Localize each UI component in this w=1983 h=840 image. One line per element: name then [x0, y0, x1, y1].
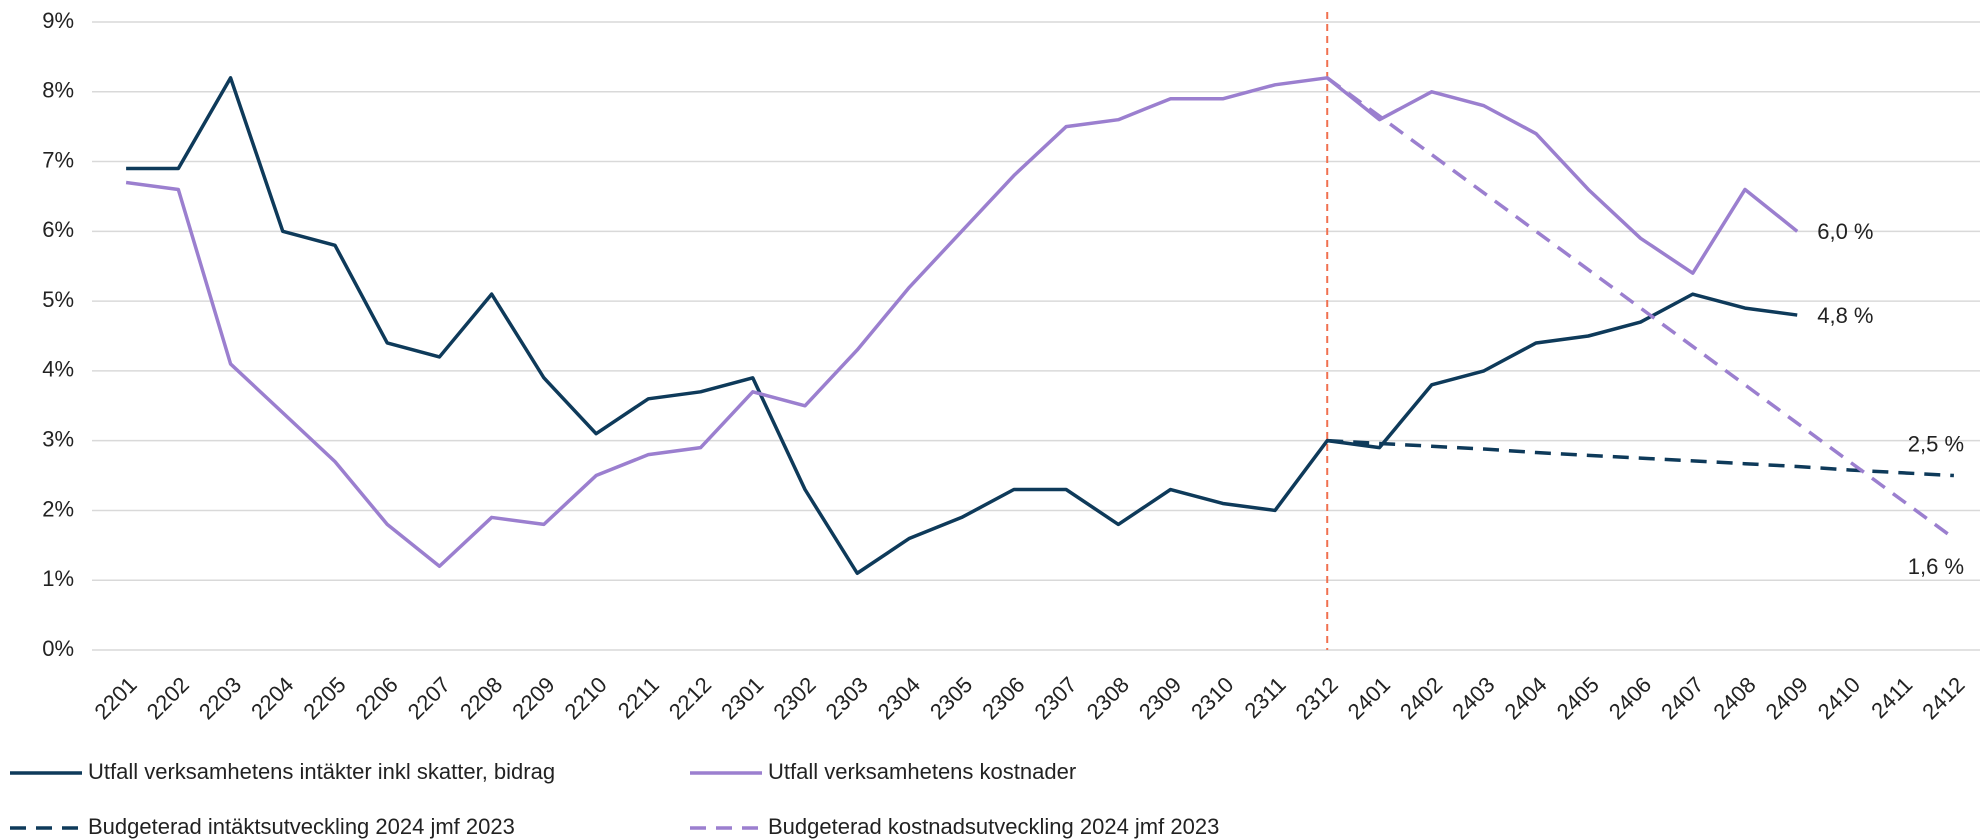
- x-tick-label: 2208: [455, 672, 507, 724]
- legend-label: Budgeterad kostnadsutveckling 2024 jmf 2…: [768, 814, 1219, 839]
- x-tick-label: 2410: [1813, 672, 1865, 724]
- x-tick-label: 2206: [351, 672, 403, 724]
- x-tick-label: 2202: [142, 672, 194, 724]
- x-tick-label: 2401: [1343, 672, 1395, 724]
- x-tick-label: 2408: [1708, 672, 1760, 724]
- x-tick-label: 2212: [664, 672, 716, 724]
- end-label: 4,8 %: [1817, 303, 1873, 328]
- legend-label: Utfall verksamhetens kostnader: [768, 759, 1076, 784]
- x-tick-label: 2310: [1186, 672, 1238, 724]
- x-tick-label: 2406: [1604, 672, 1656, 724]
- y-tick-label: 6%: [42, 217, 74, 242]
- x-tick-label: 2309: [1134, 672, 1186, 724]
- x-tick-label: 2412: [1917, 672, 1969, 724]
- y-tick-label: 3%: [42, 426, 74, 451]
- series-line: [125, 76, 1799, 569]
- x-tick-label: 2312: [1291, 672, 1343, 724]
- x-tick-label: 2407: [1656, 672, 1708, 724]
- x-tick-label: 2207: [403, 672, 455, 724]
- y-tick-label: 5%: [42, 287, 74, 312]
- x-tick-label: 2307: [1029, 672, 1081, 724]
- x-tick-label: 2303: [821, 672, 873, 724]
- y-tick-label: 9%: [42, 8, 74, 33]
- x-tick-label: 2402: [1395, 672, 1447, 724]
- end-label: 2,5 %: [1908, 431, 1964, 456]
- y-tick-label: 4%: [42, 357, 74, 382]
- x-tick-label: 2201: [89, 672, 141, 724]
- x-tick-label: 2203: [194, 672, 246, 724]
- x-tick-label: 2306: [977, 672, 1029, 724]
- x-tick-label: 2205: [298, 672, 350, 724]
- series-line: [126, 76, 1798, 575]
- x-tick-label: 2405: [1552, 672, 1604, 724]
- x-tick-label: 2204: [246, 672, 298, 724]
- y-tick-label: 1%: [42, 566, 74, 591]
- legend-label: Budgeterad intäktsutveckling 2024 jmf 20…: [88, 814, 515, 839]
- x-tick-label: 2304: [873, 672, 925, 724]
- legend-label: Utfall verksamhetens intäkter inkl skatt…: [88, 759, 555, 784]
- x-tick-label: 2305: [925, 672, 977, 724]
- x-tick-label: 2411: [1866, 672, 1917, 723]
- x-tick-label: 2209: [507, 672, 559, 724]
- x-tick-label: 2311: [1240, 672, 1291, 723]
- x-tick-label: 2403: [1447, 672, 1499, 724]
- y-tick-label: 8%: [42, 78, 74, 103]
- end-label: 6,0 %: [1817, 219, 1873, 244]
- end-label: 1,6 %: [1908, 554, 1964, 579]
- x-tick-label: 2210: [559, 672, 611, 724]
- y-tick-label: 0%: [42, 636, 74, 661]
- x-tick-label: 2301: [716, 672, 768, 724]
- x-tick-label: 2211: [613, 672, 664, 723]
- x-tick-label: 2404: [1499, 672, 1551, 724]
- x-tick-label: 2409: [1761, 672, 1813, 724]
- series-line: [1327, 438, 1954, 478]
- x-tick-label: 2308: [1082, 672, 1134, 724]
- y-tick-label: 2%: [42, 496, 74, 521]
- y-tick-label: 7%: [42, 147, 74, 172]
- x-tick-label: 2302: [768, 672, 820, 724]
